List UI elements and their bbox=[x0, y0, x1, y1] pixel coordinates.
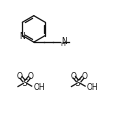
Text: N: N bbox=[61, 36, 67, 45]
Text: O: O bbox=[17, 72, 23, 81]
Text: O: O bbox=[28, 72, 34, 81]
Text: S: S bbox=[23, 78, 28, 87]
Text: S: S bbox=[76, 78, 81, 87]
Text: H: H bbox=[61, 42, 66, 47]
Text: O: O bbox=[81, 72, 87, 81]
Text: O: O bbox=[70, 72, 76, 81]
Text: OH: OH bbox=[33, 82, 45, 91]
Text: OH: OH bbox=[87, 82, 98, 91]
Text: N: N bbox=[20, 32, 25, 41]
